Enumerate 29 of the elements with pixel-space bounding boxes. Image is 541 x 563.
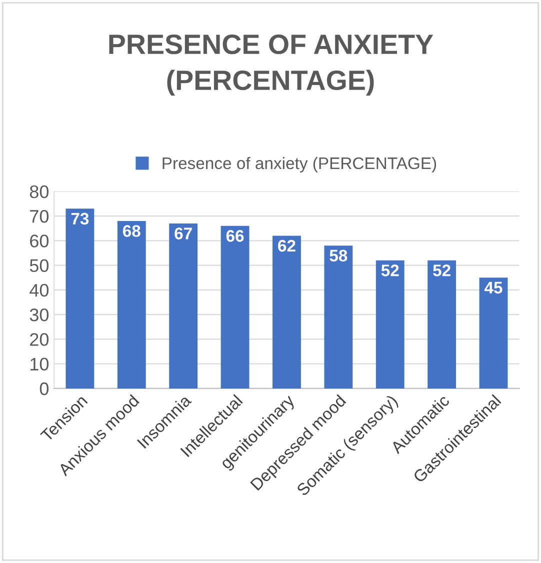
y-tick-label: 60	[30, 234, 49, 248]
bar	[272, 236, 301, 388]
bar	[324, 246, 353, 388]
bar	[428, 260, 456, 388]
data-label: 68	[122, 225, 140, 237]
y-tick-label: 20	[30, 333, 49, 346]
y-tick-label: 50	[30, 259, 49, 272]
bar	[479, 278, 508, 388]
data-label: 67	[174, 228, 192, 240]
data-label: 66	[226, 230, 244, 242]
data-label: 52	[433, 264, 450, 276]
bar	[169, 223, 198, 388]
chart-title: PRESENCE OF ANXIETY (PERCENTAGE)	[109, 34, 434, 96]
y-tick-label: 0	[40, 382, 49, 396]
bar	[117, 220, 146, 388]
data-label: 73	[71, 212, 89, 225]
data-label: 62	[278, 240, 296, 252]
y-tick-label: 80	[30, 185, 49, 198]
y-tick-label: 40	[30, 284, 49, 297]
data-label: 52	[381, 264, 399, 276]
data-label: 45	[484, 282, 502, 294]
data-label: 58	[330, 250, 348, 262]
legend-label: Presence of anxiety (PERCENTAGE)	[162, 156, 436, 172]
bar	[376, 260, 404, 388]
y-tick-label: 70	[30, 210, 49, 223]
bar	[66, 208, 94, 388]
y-tick-label: 30	[30, 308, 49, 322]
y-tick-label: 10	[30, 358, 49, 371]
bar	[220, 226, 250, 388]
